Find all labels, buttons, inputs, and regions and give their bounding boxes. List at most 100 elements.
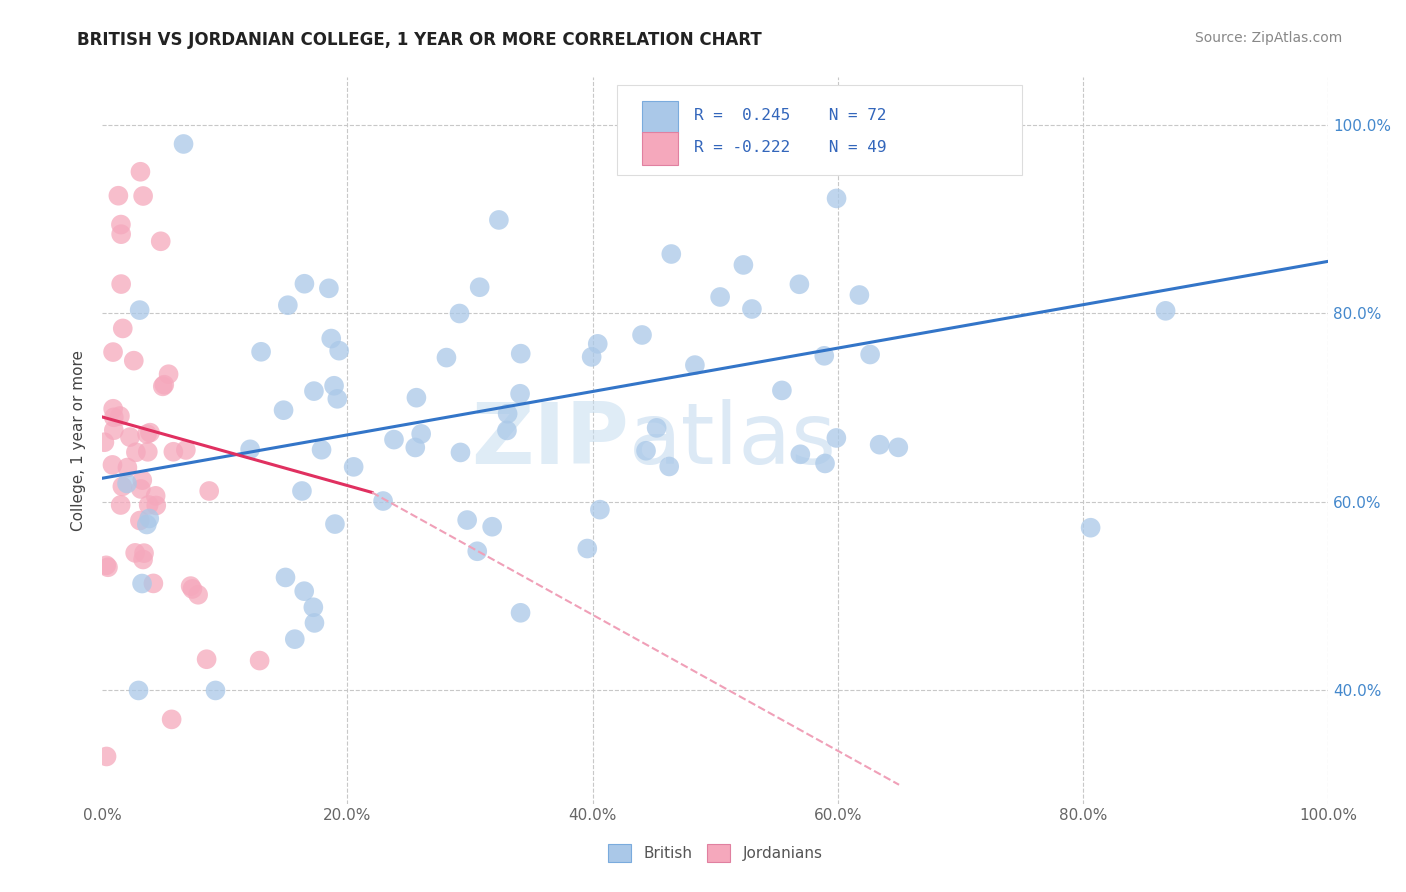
Point — [382, 433, 405, 447]
Point — [110, 218, 132, 232]
Point — [118, 430, 141, 444]
Point — [450, 445, 472, 459]
Point — [111, 479, 134, 493]
Point — [145, 489, 167, 503]
Point — [302, 384, 325, 398]
Point — [129, 482, 152, 496]
FancyBboxPatch shape — [641, 101, 679, 134]
Point — [509, 346, 531, 360]
Point — [468, 280, 491, 294]
Text: Source: ZipAtlas.com: Source: ZipAtlas.com — [1195, 31, 1343, 45]
Point — [198, 483, 221, 498]
Point — [586, 336, 609, 351]
Point — [128, 303, 150, 318]
Point — [302, 600, 325, 615]
Point — [581, 350, 603, 364]
Text: R = -0.222    N = 49: R = -0.222 N = 49 — [695, 140, 887, 155]
Point — [204, 683, 226, 698]
Point — [659, 247, 682, 261]
Point — [124, 546, 146, 560]
Point — [496, 407, 519, 421]
Point — [404, 441, 426, 455]
Point — [132, 546, 155, 560]
Point — [1154, 303, 1177, 318]
Point — [634, 443, 657, 458]
Point — [323, 517, 346, 532]
Point — [101, 401, 124, 416]
Point — [291, 483, 314, 498]
Point — [132, 552, 155, 566]
Point — [139, 425, 162, 440]
Point — [97, 560, 120, 574]
Point — [789, 447, 811, 461]
Point — [789, 277, 811, 292]
Point — [180, 579, 202, 593]
Point — [117, 460, 139, 475]
Point — [405, 391, 427, 405]
Point — [733, 258, 755, 272]
Point — [589, 502, 612, 516]
Point — [709, 290, 731, 304]
Point — [887, 441, 910, 455]
Point — [125, 445, 148, 459]
Y-axis label: College, 1 year or more: College, 1 year or more — [72, 350, 86, 531]
Point — [273, 403, 295, 417]
Point — [848, 288, 870, 302]
Point — [311, 442, 333, 457]
Point — [277, 298, 299, 312]
Point — [101, 345, 124, 359]
Text: atlas: atlas — [630, 399, 838, 482]
Point — [249, 654, 271, 668]
Point — [741, 301, 763, 316]
Point — [509, 606, 531, 620]
Point — [825, 431, 848, 445]
Point — [107, 188, 129, 202]
Point — [115, 476, 138, 491]
Point — [128, 683, 150, 698]
Point — [96, 558, 118, 573]
Point — [131, 576, 153, 591]
Point — [160, 712, 183, 726]
Point — [239, 442, 262, 457]
Point — [645, 421, 668, 435]
Point — [187, 588, 209, 602]
Point — [323, 378, 346, 392]
Point — [304, 615, 326, 630]
Point — [465, 544, 488, 558]
Point — [136, 445, 159, 459]
Legend: British, Jordanians: British, Jordanians — [602, 838, 828, 869]
Point — [683, 358, 706, 372]
Point — [859, 347, 882, 361]
Point — [274, 570, 297, 584]
Point — [103, 423, 125, 437]
Point — [328, 343, 350, 358]
Point — [138, 511, 160, 525]
Point — [174, 442, 197, 457]
Text: R =  0.245    N = 72: R = 0.245 N = 72 — [695, 109, 887, 123]
Point — [195, 652, 218, 666]
Point — [814, 457, 837, 471]
Point — [108, 409, 131, 423]
Point — [110, 498, 132, 512]
FancyBboxPatch shape — [641, 132, 679, 165]
Point — [132, 189, 155, 203]
Point — [813, 349, 835, 363]
Point — [153, 377, 176, 392]
Point — [93, 435, 115, 450]
Point — [436, 351, 458, 365]
Point — [292, 584, 315, 599]
Point — [181, 582, 204, 596]
Point — [576, 541, 599, 556]
Text: BRITISH VS JORDANIAN COLLEGE, 1 YEAR OR MORE CORRELATION CHART: BRITISH VS JORDANIAN COLLEGE, 1 YEAR OR … — [77, 31, 762, 49]
Point — [326, 392, 349, 406]
Point — [129, 514, 152, 528]
Point — [825, 191, 848, 205]
Point — [284, 632, 307, 647]
Point — [135, 517, 157, 532]
Point — [869, 438, 891, 452]
Point — [509, 386, 531, 401]
Point — [371, 494, 394, 508]
Point — [173, 136, 195, 151]
Point — [1080, 521, 1102, 535]
Point — [250, 344, 273, 359]
